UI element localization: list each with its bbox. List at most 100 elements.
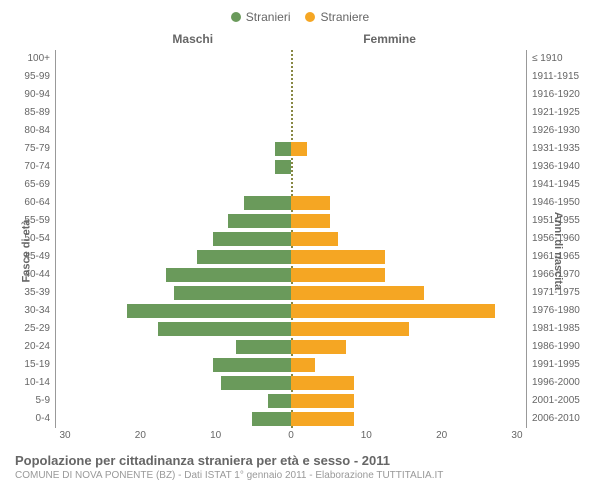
bar-row	[56, 266, 526, 284]
bar-male	[158, 322, 291, 336]
legend: Stranieri Straniere	[15, 10, 585, 24]
y-tick-age: 100+	[15, 50, 50, 68]
bar-male	[213, 358, 291, 372]
y-tick-year: 1986-1990	[532, 338, 585, 356]
x-tick: 0	[281, 430, 301, 441]
bar-female	[291, 214, 330, 228]
legend-item-female: Straniere	[305, 10, 369, 24]
bar-male	[228, 214, 291, 228]
y-tick-age: 30-34	[15, 302, 50, 320]
bar-female	[291, 196, 330, 210]
legend-dot-male	[231, 12, 241, 22]
legend-dot-female	[305, 12, 315, 22]
bar-female	[291, 268, 385, 282]
x-tick: 20	[130, 430, 150, 441]
x-tick: 10	[356, 430, 376, 441]
chart-subtitle: COMUNE DI NOVA PONENTE (BZ) - Dati ISTAT…	[15, 470, 585, 481]
bar-female	[291, 286, 424, 300]
bar-male	[197, 250, 291, 264]
y-tick-age: 65-69	[15, 176, 50, 194]
chart-area: Fasce di età 100+95-9990-9485-8980-8475-…	[15, 50, 585, 428]
y-tick-age: 35-39	[15, 284, 50, 302]
y-tick-year: 1981-1985	[532, 320, 585, 338]
y-tick-year: 1976-1980	[532, 302, 585, 320]
bar-row	[56, 410, 526, 428]
bar-row	[56, 50, 526, 68]
legend-label-male: Stranieri	[246, 10, 291, 24]
y-tick-age: 25-29	[15, 320, 50, 338]
bar-female	[291, 250, 385, 264]
bar-female	[291, 358, 315, 372]
bar-male	[166, 268, 291, 282]
y-tick-age: 10-14	[15, 374, 50, 392]
legend-label-female: Straniere	[320, 10, 369, 24]
y-tick-age: 0-4	[15, 410, 50, 428]
y-tick-age: 80-84	[15, 122, 50, 140]
bar-row	[56, 338, 526, 356]
y-tick-age: 70-74	[15, 158, 50, 176]
chart-container: Stranieri Straniere Maschi Femmine Fasce…	[0, 0, 600, 500]
y-tick-year: 1991-1995	[532, 356, 585, 374]
y-tick-age: 20-24	[15, 338, 50, 356]
y-tick-year: 1911-1915	[532, 68, 585, 86]
bar-male	[221, 376, 292, 390]
bar-row	[56, 212, 526, 230]
bar-male	[275, 142, 291, 156]
header-female: Femmine	[291, 32, 528, 46]
header-male: Maschi	[54, 32, 291, 46]
bar-female	[291, 304, 495, 318]
bar-female	[291, 142, 307, 156]
bar-row	[56, 86, 526, 104]
bar-row	[56, 392, 526, 410]
y-tick-year: 1946-1950	[532, 194, 585, 212]
x-axis: 30 20 10 0 10 20 30	[15, 430, 585, 441]
legend-item-male: Stranieri	[231, 10, 291, 24]
y-tick-year: ≤ 1910	[532, 50, 585, 68]
bar-row	[56, 302, 526, 320]
bar-row	[56, 122, 526, 140]
bar-row	[56, 158, 526, 176]
y-tick-year: 1916-1920	[532, 86, 585, 104]
y-tick-age: 5-9	[15, 392, 50, 410]
x-tick: 20	[432, 430, 452, 441]
x-tick: 10	[206, 430, 226, 441]
bar-female	[291, 412, 354, 426]
bar-male	[268, 394, 292, 408]
x-tick: 30	[55, 430, 75, 441]
bar-female	[291, 376, 354, 390]
bar-row	[56, 248, 526, 266]
y-tick-age: 95-99	[15, 68, 50, 86]
y-tick-age: 15-19	[15, 356, 50, 374]
y-tick-year: 1941-1945	[532, 176, 585, 194]
bar-row	[56, 374, 526, 392]
bar-male	[127, 304, 292, 318]
y-tick-age: 60-64	[15, 194, 50, 212]
y-tick-year: 1996-2000	[532, 374, 585, 392]
y-tick-year: 1926-1930	[532, 122, 585, 140]
y-axis-label-left: Fasce di età	[20, 220, 32, 283]
chart-title: Popolazione per cittadinanza straniera p…	[15, 453, 585, 468]
bar-male	[213, 232, 291, 246]
bar-row	[56, 68, 526, 86]
y-tick-year: 2006-2010	[532, 410, 585, 428]
bar-male	[275, 160, 291, 174]
bar-male	[244, 196, 291, 210]
bar-male	[236, 340, 291, 354]
bar-row	[56, 320, 526, 338]
bar-row	[56, 176, 526, 194]
column-headers: Maschi Femmine	[15, 32, 585, 46]
y-tick-year: 2001-2005	[532, 392, 585, 410]
y-tick-year: 1936-1940	[532, 158, 585, 176]
y-axis-label-right: Anni di nascita	[552, 212, 564, 290]
bar-row	[56, 356, 526, 374]
y-tick-age: 75-79	[15, 140, 50, 158]
bar-row	[56, 230, 526, 248]
footer: Popolazione per cittadinanza straniera p…	[15, 453, 585, 481]
y-tick-year: 1921-1925	[532, 104, 585, 122]
x-tick: 30	[507, 430, 527, 441]
y-tick-age: 85-89	[15, 104, 50, 122]
bar-female	[291, 322, 409, 336]
y-tick-year: 1931-1935	[532, 140, 585, 158]
bar-row	[56, 194, 526, 212]
bar-male	[252, 412, 291, 426]
